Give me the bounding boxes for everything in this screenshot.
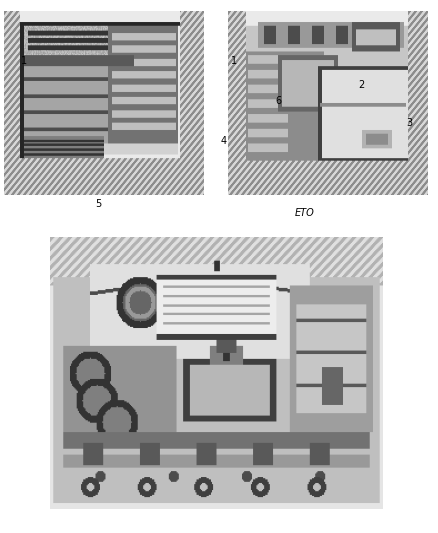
Text: 6: 6	[275, 96, 281, 106]
Text: ETO: ETO	[294, 208, 314, 218]
Text: 4: 4	[220, 136, 226, 146]
Text: 1: 1	[21, 56, 27, 66]
Text: 1: 1	[231, 56, 237, 66]
Text: 2: 2	[358, 80, 364, 90]
Text: 5: 5	[95, 199, 102, 208]
Text: 3: 3	[406, 118, 413, 127]
